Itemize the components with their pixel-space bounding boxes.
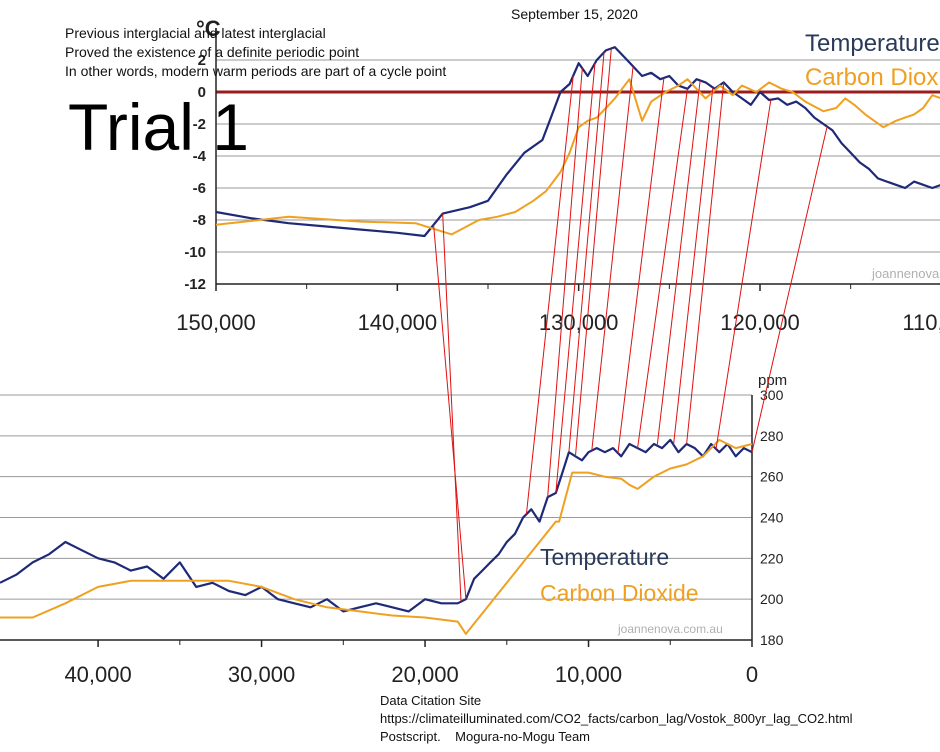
top-y-tick-label: -4 — [193, 148, 207, 165]
bottom-x-tick-label: 10,000 — [555, 662, 622, 687]
lag-connector-line — [547, 68, 583, 498]
bottom-y-tick-label: 240 — [760, 510, 784, 526]
lag-connector-line — [751, 126, 828, 453]
bottom-x-tick-label: 20,000 — [391, 662, 458, 687]
lag-connector-line — [433, 224, 467, 600]
bottom-legend-temperature: Temperature — [540, 544, 669, 570]
lag-connector-line — [574, 48, 612, 457]
bottom-temperature-line — [0, 438, 753, 613]
top-x-tick-label: 150,000 — [176, 310, 256, 335]
bottom-y-tick-label: 200 — [760, 591, 784, 607]
top-series — [215, 46, 940, 238]
header-line-2: Proved the existence of a definite perio… — [65, 44, 360, 60]
bottom-y-unit-label: ppm — [758, 372, 787, 389]
lag-connector-line — [555, 63, 596, 494]
lag-connector-line — [568, 52, 605, 453]
top-y-tick-label: -10 — [184, 244, 206, 261]
lag-connector-line — [637, 88, 688, 449]
citation-label: Data Citation Site — [380, 693, 482, 708]
top-temperature-line — [215, 46, 940, 238]
top-y-tick-labels: 2 0 -2 -4 -6 -8 -10 -12 — [184, 52, 206, 293]
top-y-tick-label: 2 — [198, 52, 206, 69]
date-label: September 15, 2020 — [511, 6, 638, 22]
top-y-tick-label: 0 — [198, 84, 206, 101]
top-legend-temperature: Temperature — [805, 30, 940, 57]
bottom-y-tick-label: 220 — [760, 550, 784, 566]
bottom-co2-line — [0, 438, 753, 635]
lag-connector-line — [591, 66, 634, 451]
top-x-tick-label: 110,000 — [902, 310, 940, 335]
bottom-y-tick-label: 260 — [760, 469, 784, 485]
header-line-3: In other words, modern warm periods are … — [65, 63, 447, 79]
previous-interglacial-chart: 20-2-4-6-8-10-12 150,000 140,000 130,000 12… — [176, 16, 940, 335]
bottom-x-tick-label: 0 — [746, 662, 758, 687]
lag-connector-line — [715, 99, 772, 449]
lag-connector-line — [656, 80, 701, 446]
bottom-legend-co2: Carbon Dioxide — [540, 580, 699, 606]
postscript: Postscript. Mogura-no-Mogu Team — [380, 729, 591, 744]
bottom-x-tick-label: 30,000 — [228, 662, 295, 687]
top-y-tick-label: -8 — [193, 212, 206, 229]
lag-connector-line — [673, 87, 714, 445]
lag-connector-lines — [433, 48, 828, 602]
top-y-unit-label: °C — [196, 16, 221, 41]
trial-label: Trial 1 — [68, 90, 249, 164]
top-x-tick-label: 140,000 — [358, 310, 438, 335]
top-y-tick-label: -12 — [184, 276, 206, 293]
top-co2-line — [215, 78, 940, 236]
top-x-tick-label: 120,000 — [720, 310, 800, 335]
top-legend-co2: Carbon Dioxide — [805, 64, 940, 91]
bottom-y-tick-label: 280 — [760, 428, 784, 444]
top-y-tick-label: -6 — [193, 180, 206, 197]
lag-connector-line — [442, 213, 462, 602]
lag-connector-line — [617, 77, 665, 454]
bottom-x-tick-labels: 40,000 30,000 20,000 10,000 0 — [64, 640, 758, 687]
top-y-tick-label: -2 — [193, 116, 206, 133]
bottom-series — [0, 438, 753, 635]
bottom-watermark: joannenova.com.au — [617, 622, 723, 636]
top-watermark: joannenova.com.au — [871, 266, 940, 281]
lag-connector-line — [525, 75, 574, 515]
lag-connector-line — [686, 82, 725, 445]
bottom-x-tick-label: 40,000 — [64, 662, 131, 687]
bottom-y-tick-label: 180 — [760, 632, 784, 648]
header-line-1: Previous interglacial and latest intergl… — [65, 25, 326, 41]
citation-url: https://climateilluminated.com/CO2_facts… — [380, 711, 853, 726]
